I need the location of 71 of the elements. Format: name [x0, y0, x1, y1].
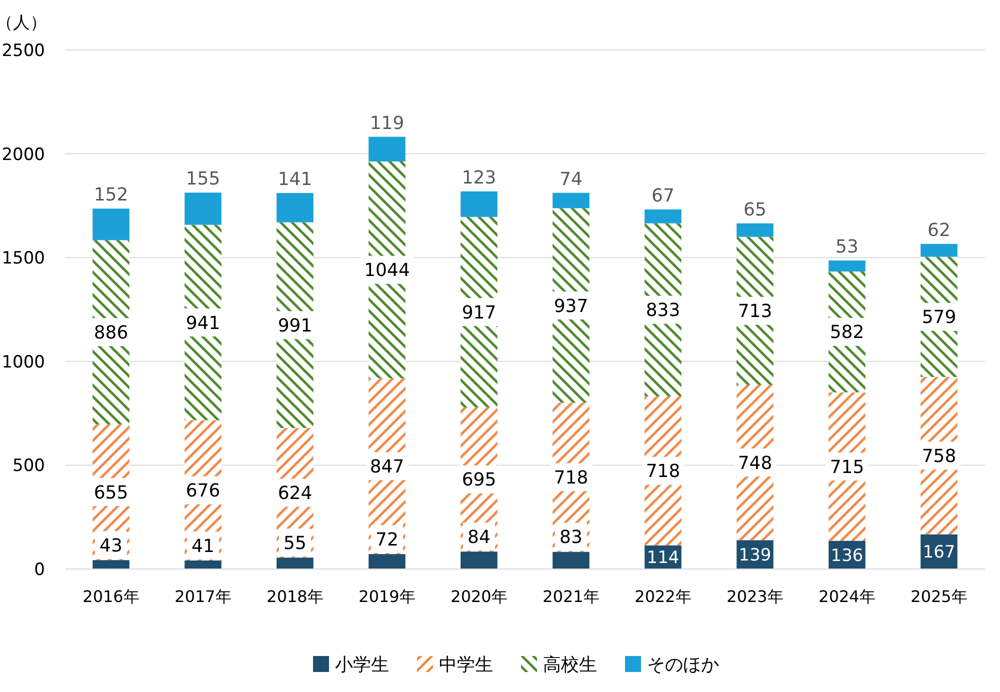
data-label: 55: [284, 532, 306, 554]
x-tick-label: 2024年: [818, 587, 876, 606]
data-label: 917: [462, 302, 496, 324]
data-label: 141: [278, 169, 312, 190]
x-tick-label: 2016年: [82, 587, 140, 606]
bar: [552, 192, 590, 208]
data-label: 65: [744, 199, 766, 220]
data-label: 67: [652, 185, 674, 206]
legend-label: 小学生: [335, 654, 389, 676]
data-label: 941: [186, 312, 220, 334]
bar: [736, 223, 774, 237]
data-label: 114: [646, 548, 680, 568]
data-label: 748: [738, 452, 772, 474]
y-tick-label: 0: [34, 560, 45, 580]
bar: [184, 192, 222, 225]
y-tick-label: 2500: [2, 40, 45, 61]
data-label: 139: [738, 546, 772, 566]
y-tick-label: 1500: [2, 248, 45, 269]
y-tick-label: 500: [12, 456, 45, 476]
x-tick-label: 2023年: [726, 587, 784, 606]
data-label: 718: [646, 461, 680, 482]
data-label: 1044: [364, 260, 410, 282]
data-label: 84: [468, 526, 490, 548]
bar: [644, 209, 682, 224]
data-label: 847: [370, 456, 404, 478]
bar: [276, 193, 314, 222]
bar: [920, 244, 958, 257]
data-label: 758: [922, 446, 956, 467]
data-label: 715: [830, 456, 864, 478]
y-tick-label: 1000: [2, 352, 45, 372]
data-label: 53: [836, 236, 858, 258]
x-tick-label: 2021年: [542, 587, 600, 606]
x-tick-label: 2018年: [266, 587, 324, 606]
data-label: 676: [186, 480, 220, 502]
data-label: 74: [560, 168, 582, 190]
data-label: 72: [376, 529, 398, 550]
data-label: 119: [370, 112, 404, 134]
data-label: 123: [462, 167, 496, 188]
bar: [92, 208, 130, 240]
data-label: 582: [830, 322, 864, 344]
data-label: 937: [554, 296, 588, 317]
data-label: 655: [94, 482, 128, 504]
data-label: 695: [462, 470, 496, 491]
x-tick-label: 2022年: [634, 587, 692, 606]
data-label: 886: [94, 322, 128, 344]
data-label: 833: [646, 300, 680, 322]
x-tick-label: 2017年: [174, 587, 232, 606]
data-label: 152: [94, 184, 128, 206]
data-label: 62: [928, 220, 950, 241]
bar: [828, 260, 866, 272]
data-label: 167: [922, 542, 956, 563]
data-label: 713: [738, 301, 772, 322]
y-tick-label: 2000: [2, 144, 45, 165]
y-axis-title: （人）: [0, 13, 47, 33]
bar: [460, 191, 498, 217]
legend-label: 高校生: [543, 654, 597, 676]
data-label: 41: [192, 536, 214, 557]
data-label: 155: [186, 168, 220, 190]
x-tick-label: 2019年: [358, 587, 416, 606]
data-label: 718: [554, 468, 588, 489]
data-label: 579: [922, 307, 956, 328]
legend-label: そのほか: [647, 654, 719, 676]
bar: [368, 136, 406, 162]
data-label: 136: [830, 546, 864, 566]
data-label: 624: [278, 483, 312, 504]
data-label: 991: [278, 315, 312, 336]
data-label: 43: [100, 535, 122, 556]
legend-label: 中学生: [439, 654, 493, 676]
data-label: 83: [560, 527, 582, 548]
x-tick-label: 2025年: [910, 587, 968, 606]
x-tick-label: 2020年: [450, 587, 508, 606]
